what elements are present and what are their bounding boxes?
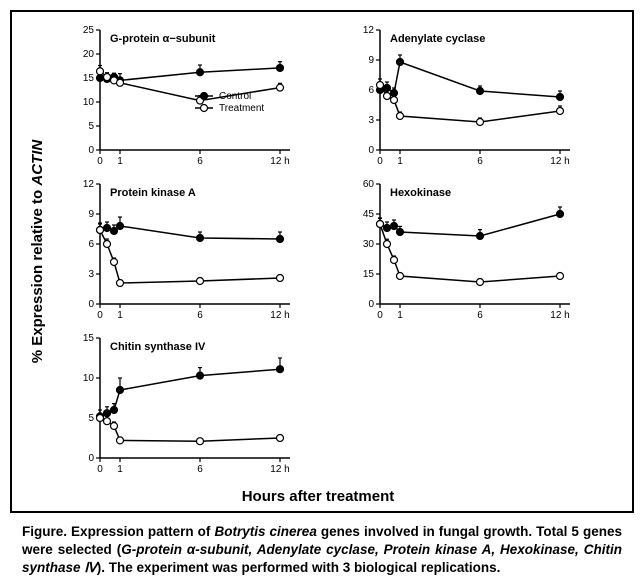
svg-text:60: 60 xyxy=(363,179,375,190)
svg-text:10: 10 xyxy=(83,97,95,108)
svg-text:5: 5 xyxy=(88,413,94,424)
figure-caption: Figure. Expression pattern of Botrytis c… xyxy=(22,523,622,578)
ylabel-prefix: % Expression relative to xyxy=(30,185,47,363)
svg-text:15: 15 xyxy=(363,269,375,280)
svg-text:Protein kinase A: Protein kinase A xyxy=(110,187,196,199)
chart-svg: 0 15 30 45 60 0 1 6 12 h Hexokinase xyxy=(344,178,610,326)
panel-empty xyxy=(338,328,618,482)
svg-text:G-protein α−subunit: G-protein α−subunit xyxy=(110,33,216,45)
svg-text:12 h: 12 h xyxy=(270,310,289,321)
panel-hexokinase: 0 15 30 45 60 0 1 6 12 h Hexokinase xyxy=(338,174,618,328)
ylabel-cell: % Expression relative to ACTIN xyxy=(18,20,58,482)
svg-text:25: 25 xyxy=(83,25,95,36)
svg-text:30: 30 xyxy=(363,239,375,250)
panel-pka: 0 3 6 9 12 0 1 6 12 h Protein kinase A xyxy=(58,174,338,328)
figure-container: % Expression relative to ACTIN 051015202… xyxy=(10,10,634,513)
svg-text:0: 0 xyxy=(88,145,94,156)
svg-text:1: 1 xyxy=(117,156,123,167)
svg-text:6: 6 xyxy=(197,464,203,475)
chart-svg: 0 3 6 9 12 0 1 6 12 h Protein kinase A xyxy=(64,178,330,326)
svg-text:6: 6 xyxy=(477,310,483,321)
svg-text:Treatment: Treatment xyxy=(219,103,264,114)
svg-text:1: 1 xyxy=(117,310,123,321)
svg-text:1: 1 xyxy=(397,156,403,167)
panel-chitin: 0 5 10 15 0 1 6 12 h Chitin synthase IV xyxy=(58,328,338,482)
svg-text:6: 6 xyxy=(197,310,203,321)
svg-text:1: 1 xyxy=(117,464,123,475)
svg-text:12: 12 xyxy=(83,179,95,190)
chart-svg: 0 5 10 15 0 1 6 12 h Chitin synthase IV xyxy=(64,332,330,480)
svg-text:0: 0 xyxy=(97,464,103,475)
svg-text:15: 15 xyxy=(83,73,95,84)
svg-text:9: 9 xyxy=(368,55,374,66)
svg-text:0: 0 xyxy=(88,453,94,464)
svg-text:1: 1 xyxy=(397,310,403,321)
svg-text:15: 15 xyxy=(83,333,95,344)
svg-text:3: 3 xyxy=(368,115,374,126)
svg-text:6: 6 xyxy=(197,156,203,167)
svg-text:12: 12 xyxy=(363,25,375,36)
svg-text:6: 6 xyxy=(88,239,94,250)
svg-text:12 h: 12 h xyxy=(270,156,289,167)
x-axis-label: Hours after treatment xyxy=(18,482,618,507)
panel-grid: % Expression relative to ACTIN 051015202… xyxy=(18,20,618,507)
svg-text:0: 0 xyxy=(97,156,103,167)
svg-text:0: 0 xyxy=(368,299,374,310)
ylabel-actin: ACTIN xyxy=(30,139,47,185)
svg-text:12 h: 12 h xyxy=(270,464,289,475)
svg-text:0: 0 xyxy=(97,310,103,321)
chart-svg: 0 3 6 9 12 0 1 6 12 h Adenylate cyclase xyxy=(344,24,610,172)
svg-text:9: 9 xyxy=(88,209,94,220)
svg-text:10: 10 xyxy=(83,373,95,384)
svg-text:Adenylate cyclase: Adenylate cyclase xyxy=(390,33,485,45)
svg-text:5: 5 xyxy=(88,121,94,132)
svg-text:Hexokinase: Hexokinase xyxy=(390,187,451,199)
svg-text:6: 6 xyxy=(368,85,374,96)
panel-gprotein: 0 5 10 15 20 25 0 1 6 12 h G-protein α−subunit Cont… xyxy=(58,20,338,174)
svg-text:6: 6 xyxy=(477,156,483,167)
svg-text:20: 20 xyxy=(83,49,95,60)
svg-text:0: 0 xyxy=(377,310,383,321)
svg-text:45: 45 xyxy=(363,209,375,220)
svg-text:Control: Control xyxy=(219,91,251,102)
chart-svg: 0 5 10 15 20 25 0 1 6 12 h G-protein α−subunit Cont… xyxy=(64,24,330,172)
svg-text:12 h: 12 h xyxy=(550,156,569,167)
y-axis-label: % Expression relative to ACTIN xyxy=(30,139,47,362)
svg-text:12 h: 12 h xyxy=(550,310,569,321)
svg-text:0: 0 xyxy=(88,299,94,310)
svg-text:3: 3 xyxy=(88,269,94,280)
svg-text:0: 0 xyxy=(377,156,383,167)
svg-text:0: 0 xyxy=(368,145,374,156)
panel-adenylate: 0 3 6 9 12 0 1 6 12 h Adenylate cyclase xyxy=(338,20,618,174)
svg-text:Chitin synthase IV: Chitin synthase IV xyxy=(110,341,206,353)
